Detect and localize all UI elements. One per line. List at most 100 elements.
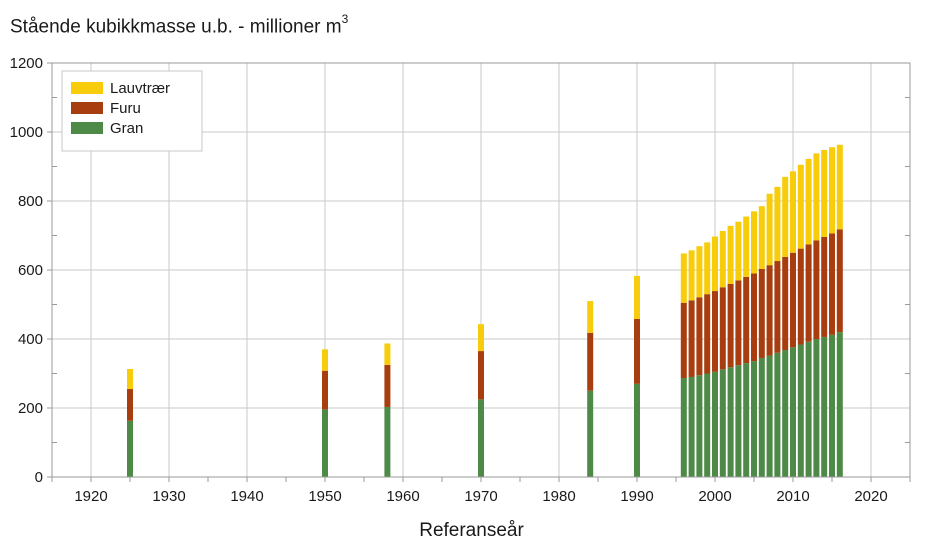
bar-furu: [478, 351, 484, 400]
y-tick-label: 600: [18, 262, 43, 279]
bar-gran: [790, 347, 796, 477]
bar-gran: [727, 367, 734, 477]
bar-gran: [634, 383, 640, 477]
bar-furu: [735, 280, 742, 366]
bar-gran: [127, 420, 133, 477]
legend-label: Furu: [110, 100, 141, 117]
y-tick-label: 1000: [10, 124, 43, 141]
bar-lauvtrær: [821, 149, 828, 237]
legend: Lauvtrær Furu Gran: [61, 70, 203, 152]
bar-lauvtrær: [790, 171, 796, 253]
bar-furu: [790, 252, 796, 348]
legend-swatch: [71, 82, 103, 94]
bar-gran: [587, 390, 594, 477]
bar-gran: [680, 377, 687, 477]
bar-lauvtrær: [766, 193, 773, 266]
x-tick-label: 2010: [776, 488, 809, 505]
bar-gran: [743, 363, 750, 477]
bar-furu: [743, 276, 750, 364]
y-tick-label: 400: [18, 331, 43, 348]
bar-furu: [821, 236, 828, 337]
bar-gran: [797, 344, 804, 477]
bar-furu: [782, 256, 789, 351]
bar-furu: [322, 370, 328, 410]
bar-lauvtrær: [743, 216, 750, 277]
chart-title-superscript: 3: [341, 12, 349, 26]
bar-furu: [587, 332, 594, 391]
bar-gran: [735, 365, 742, 477]
bar-gran: [322, 409, 328, 477]
y-tick-label: 200: [18, 400, 43, 417]
bar-furu: [751, 273, 757, 362]
bar-lauvtrær: [758, 206, 765, 269]
bar-gran: [821, 336, 828, 477]
bar-gran: [829, 334, 835, 477]
bar-gran: [478, 399, 484, 477]
bar-furu: [797, 248, 804, 345]
bar-gran: [688, 376, 695, 477]
bar-furu: [805, 244, 812, 342]
bar-lauvtrær: [719, 231, 726, 288]
x-tick-label: 1920: [74, 488, 107, 505]
bar-lauvtrær: [712, 236, 718, 292]
bar-lauvtrær: [634, 275, 640, 319]
bar-gran: [836, 332, 843, 477]
bar-furu: [696, 297, 703, 376]
bar-lauvtrær: [688, 250, 695, 301]
x-axis-label: Referanseår: [419, 520, 524, 541]
bar-gran: [758, 357, 765, 477]
bar-furu: [727, 283, 734, 368]
legend-label: Gran: [110, 120, 143, 137]
bar-furu: [829, 233, 835, 335]
bar-gran: [719, 369, 726, 477]
legend-label: Lauvtrær: [110, 80, 170, 97]
bar-lauvtrær: [680, 253, 687, 303]
bar-gran: [813, 339, 820, 477]
chart-title-text: Stående kubikkmasse u.b. - millioner m: [10, 16, 342, 38]
x-tick-label: 2020: [854, 488, 887, 505]
x-tick-label: 1950: [308, 488, 341, 505]
bar-lauvtrær: [587, 301, 594, 333]
bar-lauvtrær: [704, 242, 711, 295]
legend-swatch: [71, 102, 103, 114]
bar-gran: [384, 406, 391, 477]
bar-lauvtrær: [836, 144, 843, 230]
bar-gran: [751, 361, 757, 477]
bar-furu: [127, 389, 133, 421]
bar-lauvtrær: [774, 186, 781, 262]
bar-gran: [712, 371, 718, 477]
bar-lauvtrær: [478, 324, 484, 352]
bar-furu: [774, 261, 781, 353]
bar-furu: [836, 229, 843, 333]
bar-furu: [704, 294, 711, 374]
bar-furu: [766, 265, 773, 356]
bar-lauvtrær: [782, 176, 789, 257]
bar-lauvtrær: [735, 221, 742, 281]
bar-gran: [766, 355, 773, 477]
bar-gran: [704, 373, 711, 477]
bar-gran: [696, 375, 703, 477]
bar-lauvtrær: [751, 211, 757, 274]
x-tick-label: 1970: [464, 488, 497, 505]
bar-gran: [774, 352, 781, 477]
legend-swatch: [71, 122, 103, 134]
y-tick-label: 1200: [10, 55, 43, 72]
y-tick-label: 0: [35, 469, 43, 486]
bar-lauvtrær: [127, 369, 133, 390]
chart-title: Stående kubikkmasse u.b. - millioner m3: [10, 12, 349, 38]
bar-gran: [805, 341, 812, 477]
axes: 0 200 400 600 800 1000 1200 1920 1930 1940 1950 196…: [10, 55, 911, 505]
bar-furu: [813, 240, 820, 339]
bar-lauvtrær: [322, 349, 328, 371]
x-tick-label: 1960: [386, 488, 419, 505]
x-tick-label: 1980: [542, 488, 575, 505]
bar-lauvtrær: [805, 158, 812, 245]
bar-furu: [634, 318, 640, 384]
bar-lauvtrær: [727, 225, 734, 284]
bar-lauvtrær: [696, 246, 703, 298]
bar-furu: [680, 302, 687, 378]
bar-furu: [758, 268, 765, 358]
bar-furu: [719, 287, 726, 370]
x-tick-label: 2000: [698, 488, 731, 505]
